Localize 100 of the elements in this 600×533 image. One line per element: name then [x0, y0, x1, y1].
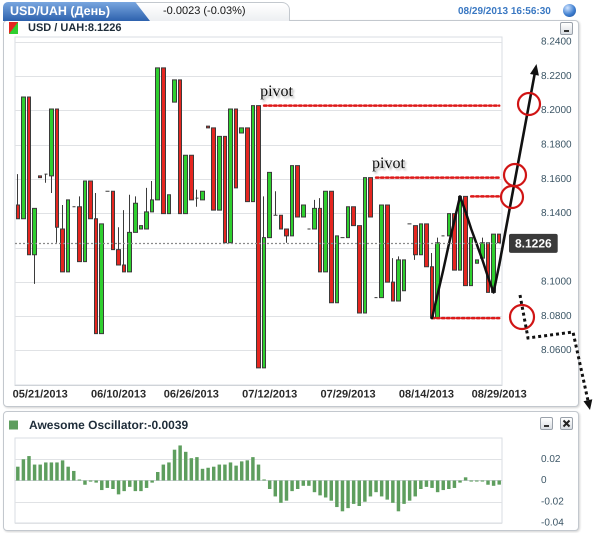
- bar: [441, 480, 445, 490]
- bar: [430, 480, 434, 488]
- bar: [22, 459, 26, 480]
- series-label: pivot: [372, 155, 406, 172]
- bar: [318, 480, 322, 496]
- x-tick-label: 07/29/2013: [320, 388, 376, 400]
- bar: [162, 464, 166, 480]
- bar: [414, 480, 417, 496]
- bar: [122, 480, 126, 492]
- chart-subtitle: USD / UAH:8.1226: [28, 22, 122, 34]
- bar: [190, 458, 194, 480]
- bar: [116, 480, 120, 494]
- bar: [246, 460, 250, 480]
- series-label: pivot: [260, 83, 294, 100]
- bar: [83, 480, 87, 485]
- bar: [374, 480, 378, 492]
- y-tick-label: 0: [541, 475, 547, 486]
- bar: [251, 457, 255, 480]
- bar: [408, 480, 412, 501]
- bar: [106, 480, 110, 488]
- bar: [50, 462, 54, 480]
- ref-line-label: 8.1226: [515, 236, 552, 250]
- bar: [402, 480, 406, 504]
- x-tick-label: 07/12/2013: [242, 388, 298, 400]
- bar: [340, 480, 344, 512]
- bar: [218, 464, 222, 480]
- bar: [72, 470, 76, 480]
- bar: [380, 480, 384, 496]
- x-tick-label: 06/10/2013: [91, 388, 146, 400]
- bar: [452, 480, 456, 488]
- bar: [335, 480, 339, 508]
- y-tick-label: -0.04: [541, 518, 564, 528]
- y-tick-label: 8.1800: [541, 140, 572, 150]
- y-tick-label: 8.1000: [541, 276, 572, 288]
- bar: [386, 480, 389, 500]
- bar: [16, 466, 20, 480]
- bar: [200, 468, 204, 480]
- bar: [60, 460, 64, 480]
- y-tick-label: 8.1600: [541, 174, 572, 185]
- y-tick-label: -0.02: [541, 496, 564, 508]
- bar: [274, 480, 278, 496]
- bar: [424, 480, 428, 487]
- y-tick-label: 8.1400: [541, 208, 572, 220]
- bar: [111, 480, 115, 489]
- bar: [290, 480, 294, 492]
- bar: [330, 480, 334, 501]
- bar: [486, 480, 490, 485]
- bar: [324, 480, 328, 498]
- x-tick-label: 05/21/2013: [12, 388, 68, 400]
- legend-label: Awesome Oscillator:-0.0039: [29, 418, 189, 432]
- text: 08/29/2013 16:56:30: [458, 6, 551, 17]
- bar: [195, 457, 199, 480]
- bar: [436, 480, 440, 492]
- chart-title: USD/UAH (День): [10, 4, 110, 18]
- bar: [172, 450, 176, 480]
- bar: [134, 480, 138, 492]
- x-tick-label: 08/14/2013: [398, 388, 454, 400]
- bar: [184, 452, 188, 480]
- bar: [312, 480, 316, 492]
- bar: [346, 480, 350, 508]
- bar: [38, 464, 42, 480]
- bar: [223, 464, 227, 480]
- bar: [492, 480, 496, 486]
- bar: [206, 468, 210, 480]
- text: -0.0023 (-0.03%): [163, 5, 246, 17]
- bar: [139, 480, 143, 492]
- bar: [419, 480, 423, 489]
- bar: [156, 472, 160, 480]
- x-tick-label: 08/29/2013: [472, 388, 527, 400]
- bar: [396, 480, 400, 512]
- bar: [240, 461, 244, 480]
- y-tick-label: 8.0800: [541, 310, 572, 322]
- bar: [128, 480, 132, 487]
- bar: [167, 462, 171, 480]
- bar: [391, 480, 395, 503]
- bar: [234, 466, 238, 480]
- bar: [100, 480, 104, 490]
- y-tick-label: 8.2400: [541, 36, 572, 48]
- y-tick-label: 8.2200: [541, 70, 572, 82]
- bar: [32, 464, 36, 480]
- bar: [464, 477, 468, 480]
- bar: [368, 480, 372, 496]
- bar: [66, 466, 70, 480]
- bar: [268, 480, 272, 489]
- y-tick-label: 0.02: [541, 454, 561, 465]
- bar: [358, 480, 361, 506]
- bar: [447, 480, 451, 489]
- x-tick-label: 06/26/2013: [164, 388, 219, 400]
- bar: [296, 480, 300, 489]
- bar: [55, 462, 59, 480]
- bar: [144, 480, 148, 488]
- y-tick-label: 8.0600: [541, 345, 572, 356]
- bar: [279, 480, 283, 503]
- bar: [178, 445, 182, 480]
- bar: [307, 480, 311, 486]
- bar: [352, 480, 356, 504]
- bar: [212, 466, 216, 480]
- bar: [44, 462, 48, 480]
- y-tick-label: 8.2000: [541, 105, 572, 116]
- bar: [302, 480, 306, 486]
